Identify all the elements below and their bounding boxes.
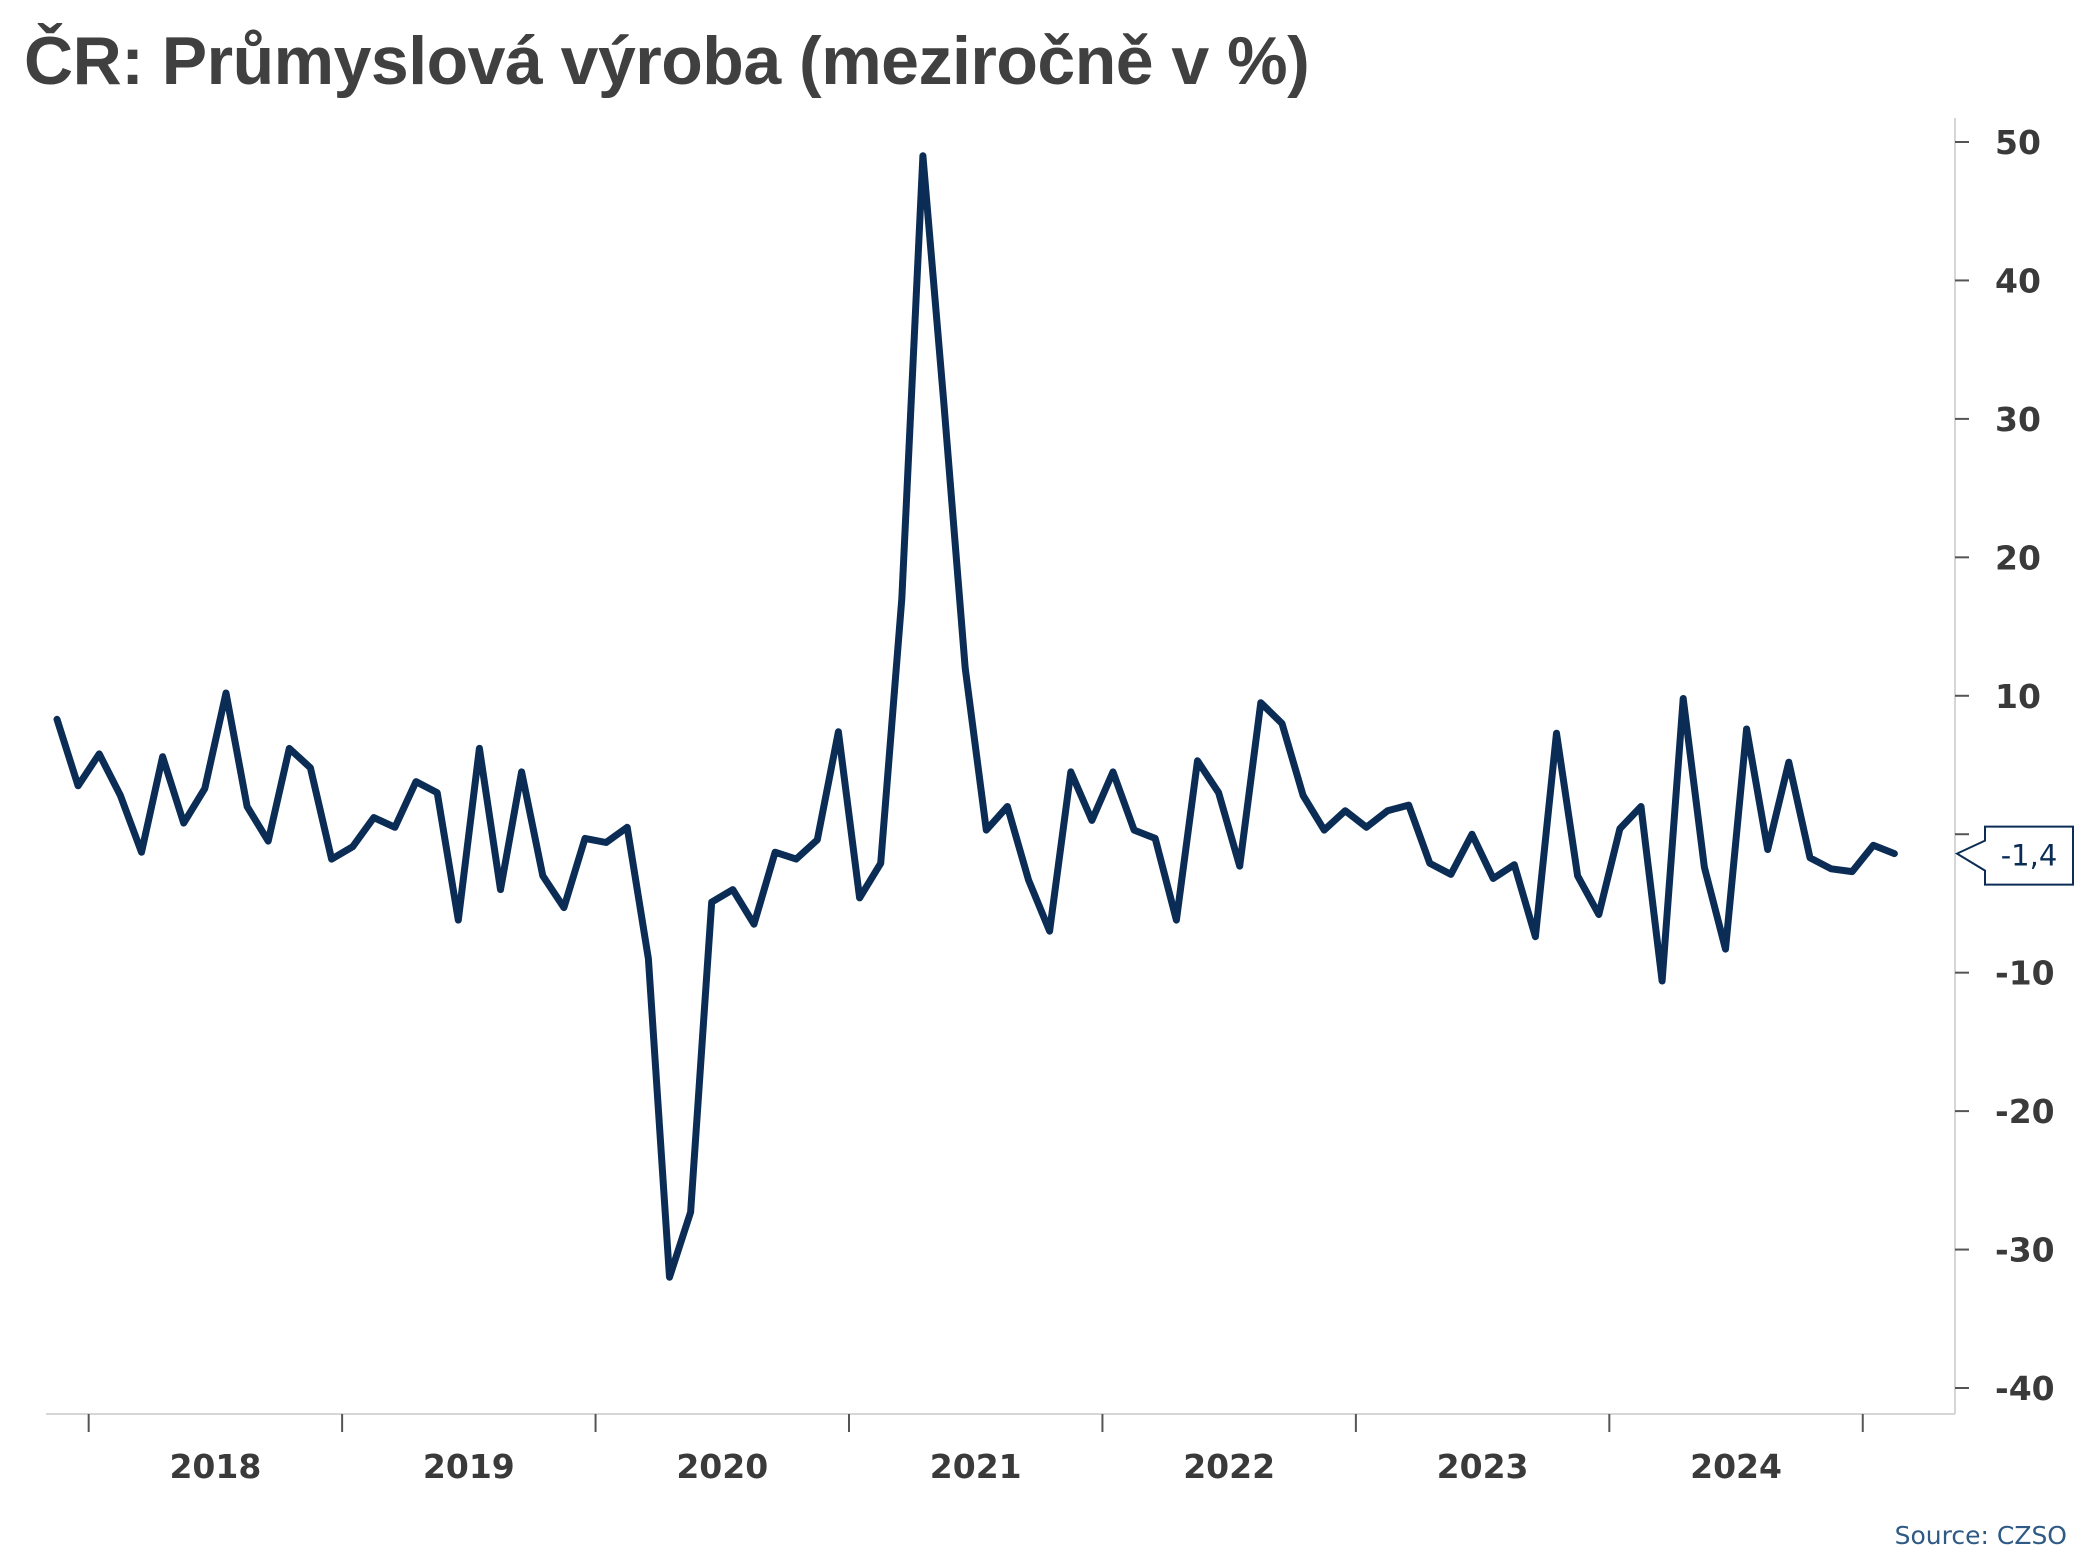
x-tick-label: 2021 (930, 1447, 1022, 1486)
y-tick-label: 30 (1995, 400, 2041, 439)
source-note: Source: CZSO (1894, 1521, 2067, 1550)
x-tick-label: 2018 (169, 1447, 261, 1486)
axes: 50 40 30 20 10 -10 -20 -30 -40 2018 2019 2020 2021 20… (46, 118, 2055, 1486)
series-layer (53, 152, 1898, 1281)
chart-title: ČR: Průmyslová výroba (meziročně v %) (24, 23, 1310, 99)
series-line (53, 152, 1898, 1281)
x-tick-label: 2024 (1690, 1447, 1782, 1486)
x-tick-label: 2020 (676, 1447, 768, 1486)
x-tick-label: 2019 (423, 1447, 515, 1486)
y-tick-label: 20 (1995, 538, 2041, 577)
last-value-callout: -1,4 (1954, 825, 2074, 886)
y-tick-label: -20 (1995, 1092, 2055, 1131)
y-tick-label: 10 (1995, 677, 2041, 716)
x-tick-label: 2023 (1437, 1447, 1529, 1486)
y-tick-label: 40 (1995, 261, 2041, 300)
y-tick-label: 50 (1995, 123, 2041, 162)
last-value-label: -1,4 (2001, 839, 2058, 873)
x-tick-label: 2022 (1183, 1447, 1275, 1486)
last-value-box (1954, 825, 2074, 886)
y-tick-label: -40 (1995, 1369, 2055, 1408)
y-tick-label: -10 (1995, 954, 2055, 993)
y-tick-label: -30 (1995, 1231, 2055, 1270)
